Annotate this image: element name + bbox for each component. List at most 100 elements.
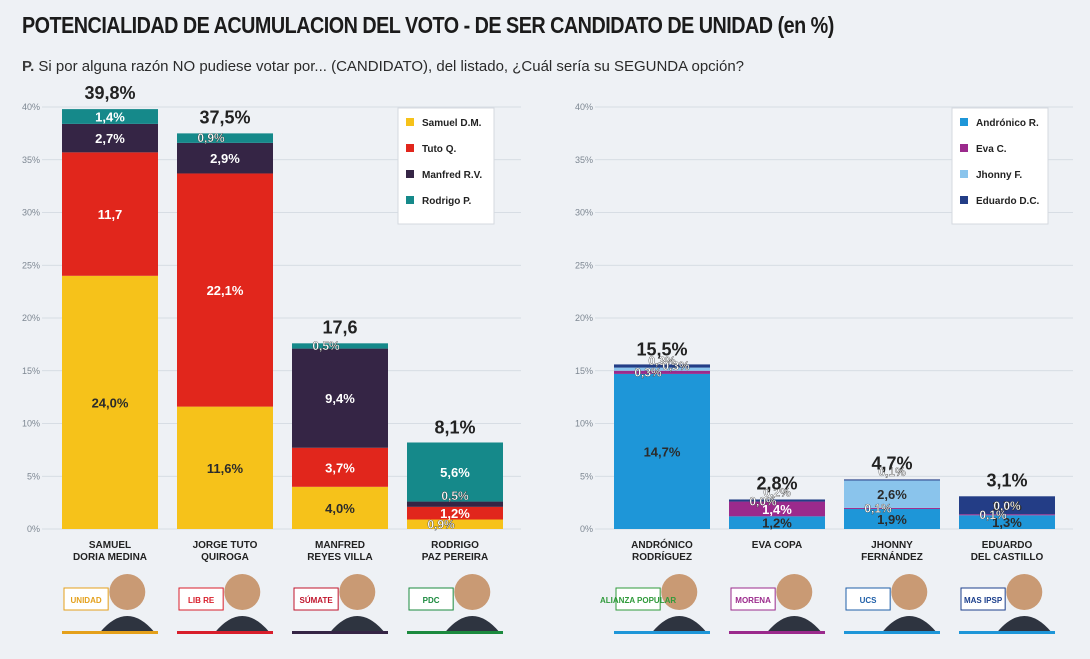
bar-segment <box>844 479 940 481</box>
bar-segment <box>62 275 158 529</box>
bar-segment <box>614 364 710 368</box>
card-accent-line <box>407 631 503 634</box>
segment-label: 0,9% <box>427 517 455 531</box>
segment-label: 0,5% <box>441 489 469 503</box>
candidate-photo <box>454 574 491 610</box>
legend-label: Eva C. <box>976 144 1007 155</box>
segment-label: 0,1% <box>864 501 892 515</box>
bar-segment <box>292 343 388 349</box>
y-tick-label: 35% <box>575 155 593 165</box>
bar-segment <box>959 496 1055 515</box>
y-tick-label: 5% <box>27 471 40 481</box>
candidate-card: UCS <box>844 574 940 634</box>
segment-label: 0,1% <box>979 508 1007 522</box>
legend-swatch <box>406 170 414 178</box>
segment-label: 0,5% <box>312 339 340 353</box>
candidate-photo <box>109 574 146 610</box>
legend-label: Jhonny F. <box>976 170 1022 181</box>
candidate-photo-body <box>652 616 707 632</box>
y-tick-label: 30% <box>22 208 40 218</box>
segment-label: 1,4% <box>95 109 125 124</box>
candidate-photo-body <box>215 616 270 632</box>
legend-label: Manfred R.V. <box>422 170 482 181</box>
segment-label: 0,0% <box>749 495 777 509</box>
candidate-name-line2: QUIROGA <box>201 552 249 563</box>
y-tick-label: 20% <box>575 313 593 323</box>
candidate-card: SÚMATE <box>292 574 388 634</box>
legend-label: Eduardo D.C. <box>976 196 1040 207</box>
bar-segment <box>407 519 503 529</box>
candidate-name-line2: PAZ PEREIRA <box>422 552 489 563</box>
bar-segment <box>62 123 158 153</box>
question-text: P. Si por alguna razón NO pudiese votar … <box>22 58 744 75</box>
bar-segment <box>407 501 503 507</box>
candidate-name-line2: REYES VILLA <box>307 552 373 563</box>
candidate-photo-body <box>330 616 385 632</box>
candidate-name-line2: FERNÁNDEZ <box>861 550 923 563</box>
segment-label: 9,4% <box>325 391 355 406</box>
y-tick-label: 40% <box>575 102 593 112</box>
candidate-card: MORENA <box>729 574 825 634</box>
bar-segment <box>844 508 940 529</box>
chart-panel-2: 0%5%10%15%20%25%30%35%40%14,7%0,3%0,3%0,… <box>575 102 1073 634</box>
legend-swatch <box>960 170 968 178</box>
bar-total-label: 39,8% <box>84 83 135 103</box>
bar-segment <box>614 370 710 374</box>
segment-label: 22,1% <box>207 283 244 298</box>
candidate-name: RODRIGO <box>431 540 479 551</box>
party-logo <box>178 587 224 611</box>
candidate-name: SAMUEL <box>89 540 131 551</box>
segment-label: 0,9% <box>197 131 225 145</box>
y-tick-label: 25% <box>22 260 40 270</box>
party-logo <box>730 587 776 611</box>
party-logo <box>960 587 1006 611</box>
card-accent-line <box>729 631 825 634</box>
title-suffix: (en %) <box>777 12 835 38</box>
candidate-name-line2: RODRÍGUEZ <box>632 550 692 563</box>
candidate-name: MANFRED <box>315 540 365 551</box>
bar-segment <box>177 133 273 143</box>
candidate-photo <box>1006 574 1043 610</box>
bar-segment <box>729 499 825 502</box>
y-tick-label: 15% <box>575 366 593 376</box>
legend-label: Rodrigo P. <box>422 196 471 207</box>
legend-box <box>951 107 1049 225</box>
bar-segment <box>844 480 940 508</box>
party-logo-text: PDC <box>423 596 440 605</box>
candidate-photo-body <box>100 616 155 632</box>
candidate-name: JORGE TUTO <box>193 540 258 551</box>
candidate-card: UNIDAD <box>62 574 158 634</box>
segment-label: 2,6% <box>877 487 907 502</box>
y-tick-label: 10% <box>22 419 40 429</box>
bar-total-label: 2,8% <box>756 473 797 493</box>
party-logo <box>63 587 109 611</box>
card-accent-line <box>959 631 1055 634</box>
bar-segment <box>729 516 825 529</box>
candidate-photo-body <box>767 616 822 632</box>
candidate-photo-body <box>445 616 500 632</box>
bar-group: 14,7%0,3%0,3%0,3%15,5%ANDRÓNICORODRÍGUEZ… <box>600 339 710 634</box>
legend-swatch <box>406 144 414 152</box>
bar-segment <box>177 173 273 407</box>
bar-total-label: 3,1% <box>986 470 1027 490</box>
legend-swatch <box>406 196 414 204</box>
party-logo <box>845 587 891 611</box>
chart-panel-1: 0% 5% 10% 15% 20% 25% 30% 35% 40% 24,0% 11,7 2,7% 1,… <box>22 83 521 634</box>
legend: Samuel D.M. Tuto Q. Manfred R.V. Rodrigo P. <box>397 107 495 225</box>
party-logo-text: LIB RE <box>188 596 215 605</box>
party-logo-text: MORENA <box>735 596 771 605</box>
candidate-photo-body <box>882 616 937 632</box>
candidate-photo <box>776 574 813 610</box>
y-tick-label: 40% <box>22 102 40 112</box>
segment-label: 1,2% <box>440 506 470 521</box>
bar-segment <box>959 515 1055 529</box>
party-logo <box>293 587 339 611</box>
bar-segment <box>292 348 388 448</box>
candidate-photo <box>661 574 698 610</box>
candidate-photo <box>224 574 261 610</box>
legend: Andrónico R. Eva C. Jhonny F. Eduardo D.C. <box>951 107 1049 225</box>
